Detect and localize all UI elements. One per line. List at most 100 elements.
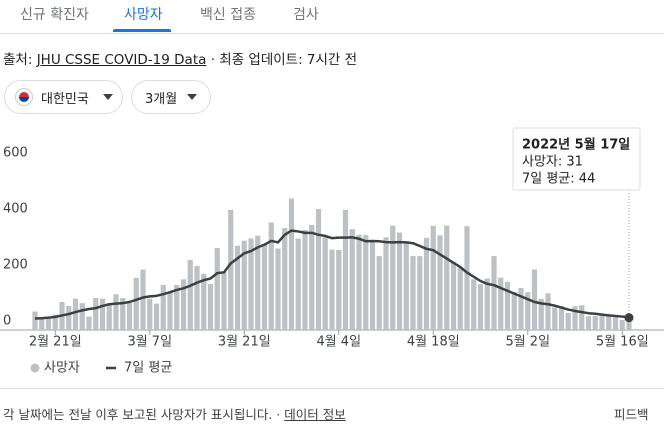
bar xyxy=(491,256,497,330)
bar xyxy=(592,316,598,330)
tooltip-title: 2022년 5월 17일 xyxy=(522,137,630,153)
bar xyxy=(39,317,45,330)
bar xyxy=(52,314,58,330)
bar xyxy=(444,225,450,330)
bar xyxy=(315,209,322,330)
bar xyxy=(538,298,544,330)
bar xyxy=(396,232,403,330)
bar xyxy=(295,238,301,330)
legend-swatch xyxy=(30,363,40,373)
x-tick-label: 2월 21일 xyxy=(29,335,82,350)
divider xyxy=(0,388,664,389)
bar xyxy=(79,303,85,330)
bar xyxy=(457,267,463,330)
range-label: 3개월 xyxy=(145,91,178,107)
bar xyxy=(302,230,308,330)
bar xyxy=(93,298,99,330)
average-line xyxy=(34,229,630,320)
bar xyxy=(221,272,227,330)
bar xyxy=(558,306,565,330)
flag xyxy=(15,88,33,106)
x-tick-label: 4월 18일 xyxy=(407,335,460,350)
bar xyxy=(261,244,268,330)
bar xyxy=(437,235,443,330)
updated: · 최종 업데이트: 7시간 전 xyxy=(210,52,358,68)
hover-dot xyxy=(624,313,634,323)
bar xyxy=(471,279,477,330)
bar xyxy=(201,274,207,330)
source-line: 출처: JHU CSSE COVID-19 Data · 최종 업데이트: 7시… xyxy=(3,48,357,68)
bar xyxy=(423,237,430,330)
bar xyxy=(106,303,112,330)
bar xyxy=(336,249,342,330)
bar xyxy=(268,222,274,330)
bar xyxy=(417,256,423,330)
bar xyxy=(174,284,180,330)
bar xyxy=(140,269,146,330)
bar xyxy=(66,305,72,330)
bar xyxy=(309,225,315,330)
bar xyxy=(619,319,625,330)
bar xyxy=(86,316,92,330)
bar xyxy=(504,281,511,330)
bar xyxy=(113,294,119,330)
tooltip-line: 사망자: 31 xyxy=(522,155,583,170)
tooltip xyxy=(512,127,641,191)
range-dropdown[interactable]: 3개월 xyxy=(131,80,211,114)
tab-indicator xyxy=(113,29,171,32)
feedback[interactable]: 피드백 xyxy=(614,407,649,422)
bar xyxy=(376,256,382,330)
bar xyxy=(288,198,295,330)
bar xyxy=(565,312,571,330)
bar xyxy=(234,245,241,330)
caret xyxy=(102,94,113,100)
bar xyxy=(120,298,126,330)
bar xyxy=(518,288,524,330)
tab-active[interactable]: 사망자 xyxy=(124,7,163,23)
bar xyxy=(322,235,328,330)
bar xyxy=(356,234,362,330)
bar xyxy=(585,316,592,330)
bar xyxy=(545,293,551,330)
bar xyxy=(133,277,139,330)
bar xyxy=(477,284,484,330)
bar xyxy=(241,240,247,330)
bar xyxy=(572,306,578,330)
bar xyxy=(484,278,490,330)
bar xyxy=(207,284,214,330)
bar xyxy=(194,265,200,330)
bar xyxy=(606,313,612,330)
bar xyxy=(410,256,416,330)
bar xyxy=(99,298,106,330)
bar xyxy=(349,229,355,330)
source-link[interactable]: JHU CSSE COVID-19 Data xyxy=(36,52,207,68)
bar xyxy=(248,238,254,330)
bar xyxy=(430,225,436,330)
bar xyxy=(255,235,261,330)
x-tick-label: 5월 2일 xyxy=(505,335,550,350)
bar xyxy=(450,261,457,330)
country-dropdown[interactable]: 대한민국 xyxy=(4,80,123,114)
bar xyxy=(383,237,389,330)
tab[interactable]: 신규 확진자 xyxy=(20,7,89,23)
legend-label: 사망자 xyxy=(44,361,80,376)
bar xyxy=(153,303,160,330)
bar xyxy=(531,269,538,330)
note: 각 날짜에는 전날 이후 보고된 사망자가 표시됩니다. · xyxy=(3,407,281,422)
bar xyxy=(329,249,335,330)
divider xyxy=(0,33,664,34)
bar xyxy=(214,247,220,330)
bar xyxy=(187,260,193,330)
bar xyxy=(126,303,133,330)
tab[interactable]: 검사 xyxy=(293,7,319,23)
bar xyxy=(342,209,349,330)
tab[interactable]: 백신 접종 xyxy=(200,7,256,23)
bar xyxy=(32,311,38,330)
bar xyxy=(525,292,531,330)
country-label: 대한민국 xyxy=(41,91,89,107)
bar xyxy=(552,307,558,330)
legend-label: 7일 평균 xyxy=(124,361,172,376)
x-tick-label: 4월 4일 xyxy=(316,335,361,350)
data-info-link[interactable]: 데이터 정보 xyxy=(284,407,346,422)
